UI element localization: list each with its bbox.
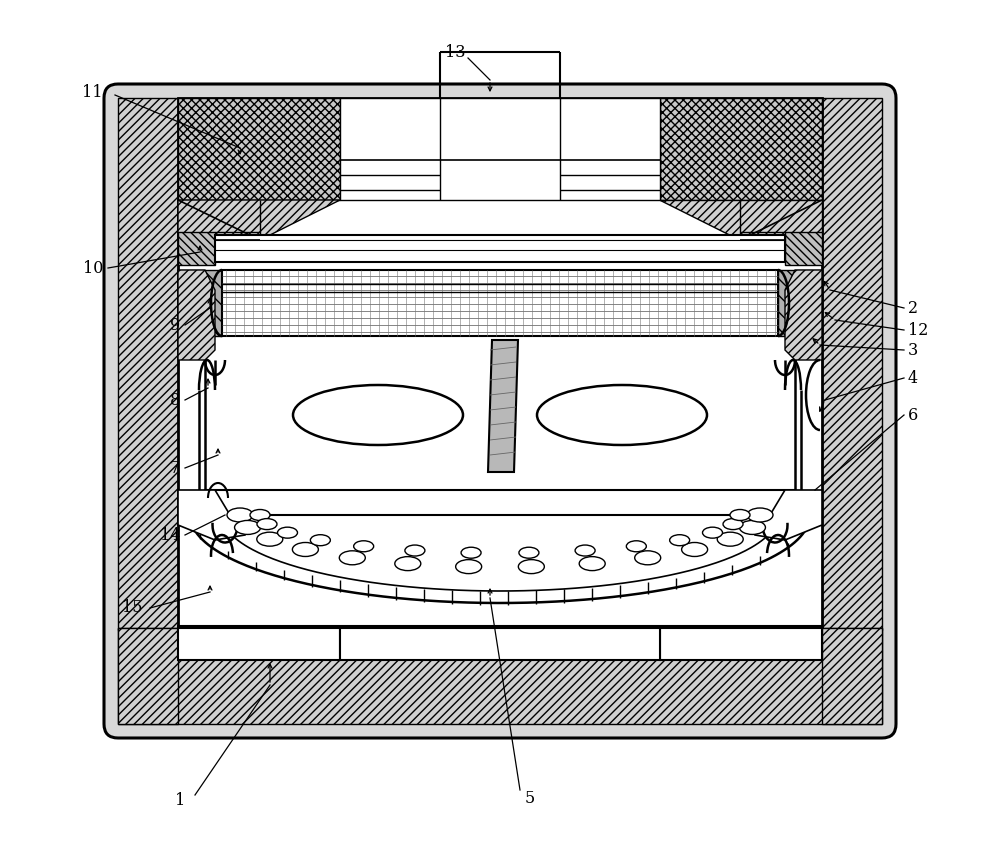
Ellipse shape (717, 532, 743, 547)
Polygon shape (118, 628, 178, 724)
Ellipse shape (626, 541, 646, 552)
Ellipse shape (293, 385, 463, 445)
Ellipse shape (461, 547, 481, 558)
Ellipse shape (723, 519, 743, 530)
Polygon shape (785, 232, 822, 265)
Ellipse shape (227, 508, 253, 522)
Bar (222, 270, 778, 336)
Bar (215, 235, 785, 262)
Polygon shape (778, 270, 822, 336)
Ellipse shape (339, 551, 365, 565)
Polygon shape (660, 628, 822, 660)
Ellipse shape (518, 559, 544, 574)
Text: 3: 3 (908, 342, 918, 359)
Polygon shape (178, 232, 215, 265)
Polygon shape (340, 628, 660, 660)
Ellipse shape (257, 532, 283, 547)
Text: 5: 5 (525, 789, 535, 806)
Ellipse shape (292, 542, 318, 557)
Ellipse shape (354, 541, 374, 552)
Ellipse shape (310, 535, 330, 546)
Text: 6: 6 (908, 406, 918, 424)
Ellipse shape (235, 520, 261, 535)
Polygon shape (178, 98, 340, 200)
Polygon shape (822, 98, 882, 630)
Polygon shape (660, 200, 822, 240)
Ellipse shape (682, 542, 708, 557)
Ellipse shape (277, 527, 297, 538)
Polygon shape (118, 628, 882, 724)
Ellipse shape (405, 545, 425, 556)
Ellipse shape (739, 520, 765, 535)
Ellipse shape (730, 509, 750, 520)
Text: 8: 8 (170, 392, 180, 409)
FancyBboxPatch shape (104, 84, 896, 738)
Ellipse shape (579, 557, 605, 570)
Polygon shape (118, 98, 178, 630)
Polygon shape (755, 490, 822, 540)
Polygon shape (178, 270, 222, 336)
Ellipse shape (395, 557, 421, 570)
Text: 12: 12 (908, 321, 928, 338)
Ellipse shape (519, 547, 539, 558)
Bar (205, 336, 795, 490)
Ellipse shape (670, 535, 690, 546)
Ellipse shape (747, 508, 773, 522)
Text: 2: 2 (908, 299, 918, 316)
Ellipse shape (703, 527, 723, 538)
Text: 13: 13 (445, 43, 465, 61)
Text: 4: 4 (908, 370, 918, 387)
Ellipse shape (575, 545, 595, 556)
Text: 1: 1 (175, 792, 185, 809)
Ellipse shape (537, 385, 707, 445)
Polygon shape (795, 490, 822, 515)
Polygon shape (340, 98, 660, 200)
Polygon shape (178, 270, 215, 360)
Polygon shape (178, 200, 340, 240)
Bar (178, 626, 822, 628)
Text: 11: 11 (82, 84, 103, 101)
Polygon shape (178, 490, 205, 515)
Polygon shape (660, 98, 822, 200)
Polygon shape (488, 340, 518, 472)
Ellipse shape (635, 551, 661, 565)
Ellipse shape (257, 519, 277, 530)
Polygon shape (822, 628, 882, 724)
Text: 10: 10 (83, 260, 103, 277)
Text: 7: 7 (170, 459, 180, 476)
Polygon shape (178, 628, 340, 660)
Ellipse shape (456, 559, 482, 574)
Polygon shape (785, 270, 822, 360)
Text: 15: 15 (122, 600, 143, 617)
Bar (178, 98, 822, 628)
Polygon shape (178, 490, 245, 540)
Ellipse shape (250, 509, 270, 520)
Text: 14: 14 (160, 526, 180, 543)
Text: 9: 9 (170, 316, 180, 333)
Bar (205, 490, 795, 515)
